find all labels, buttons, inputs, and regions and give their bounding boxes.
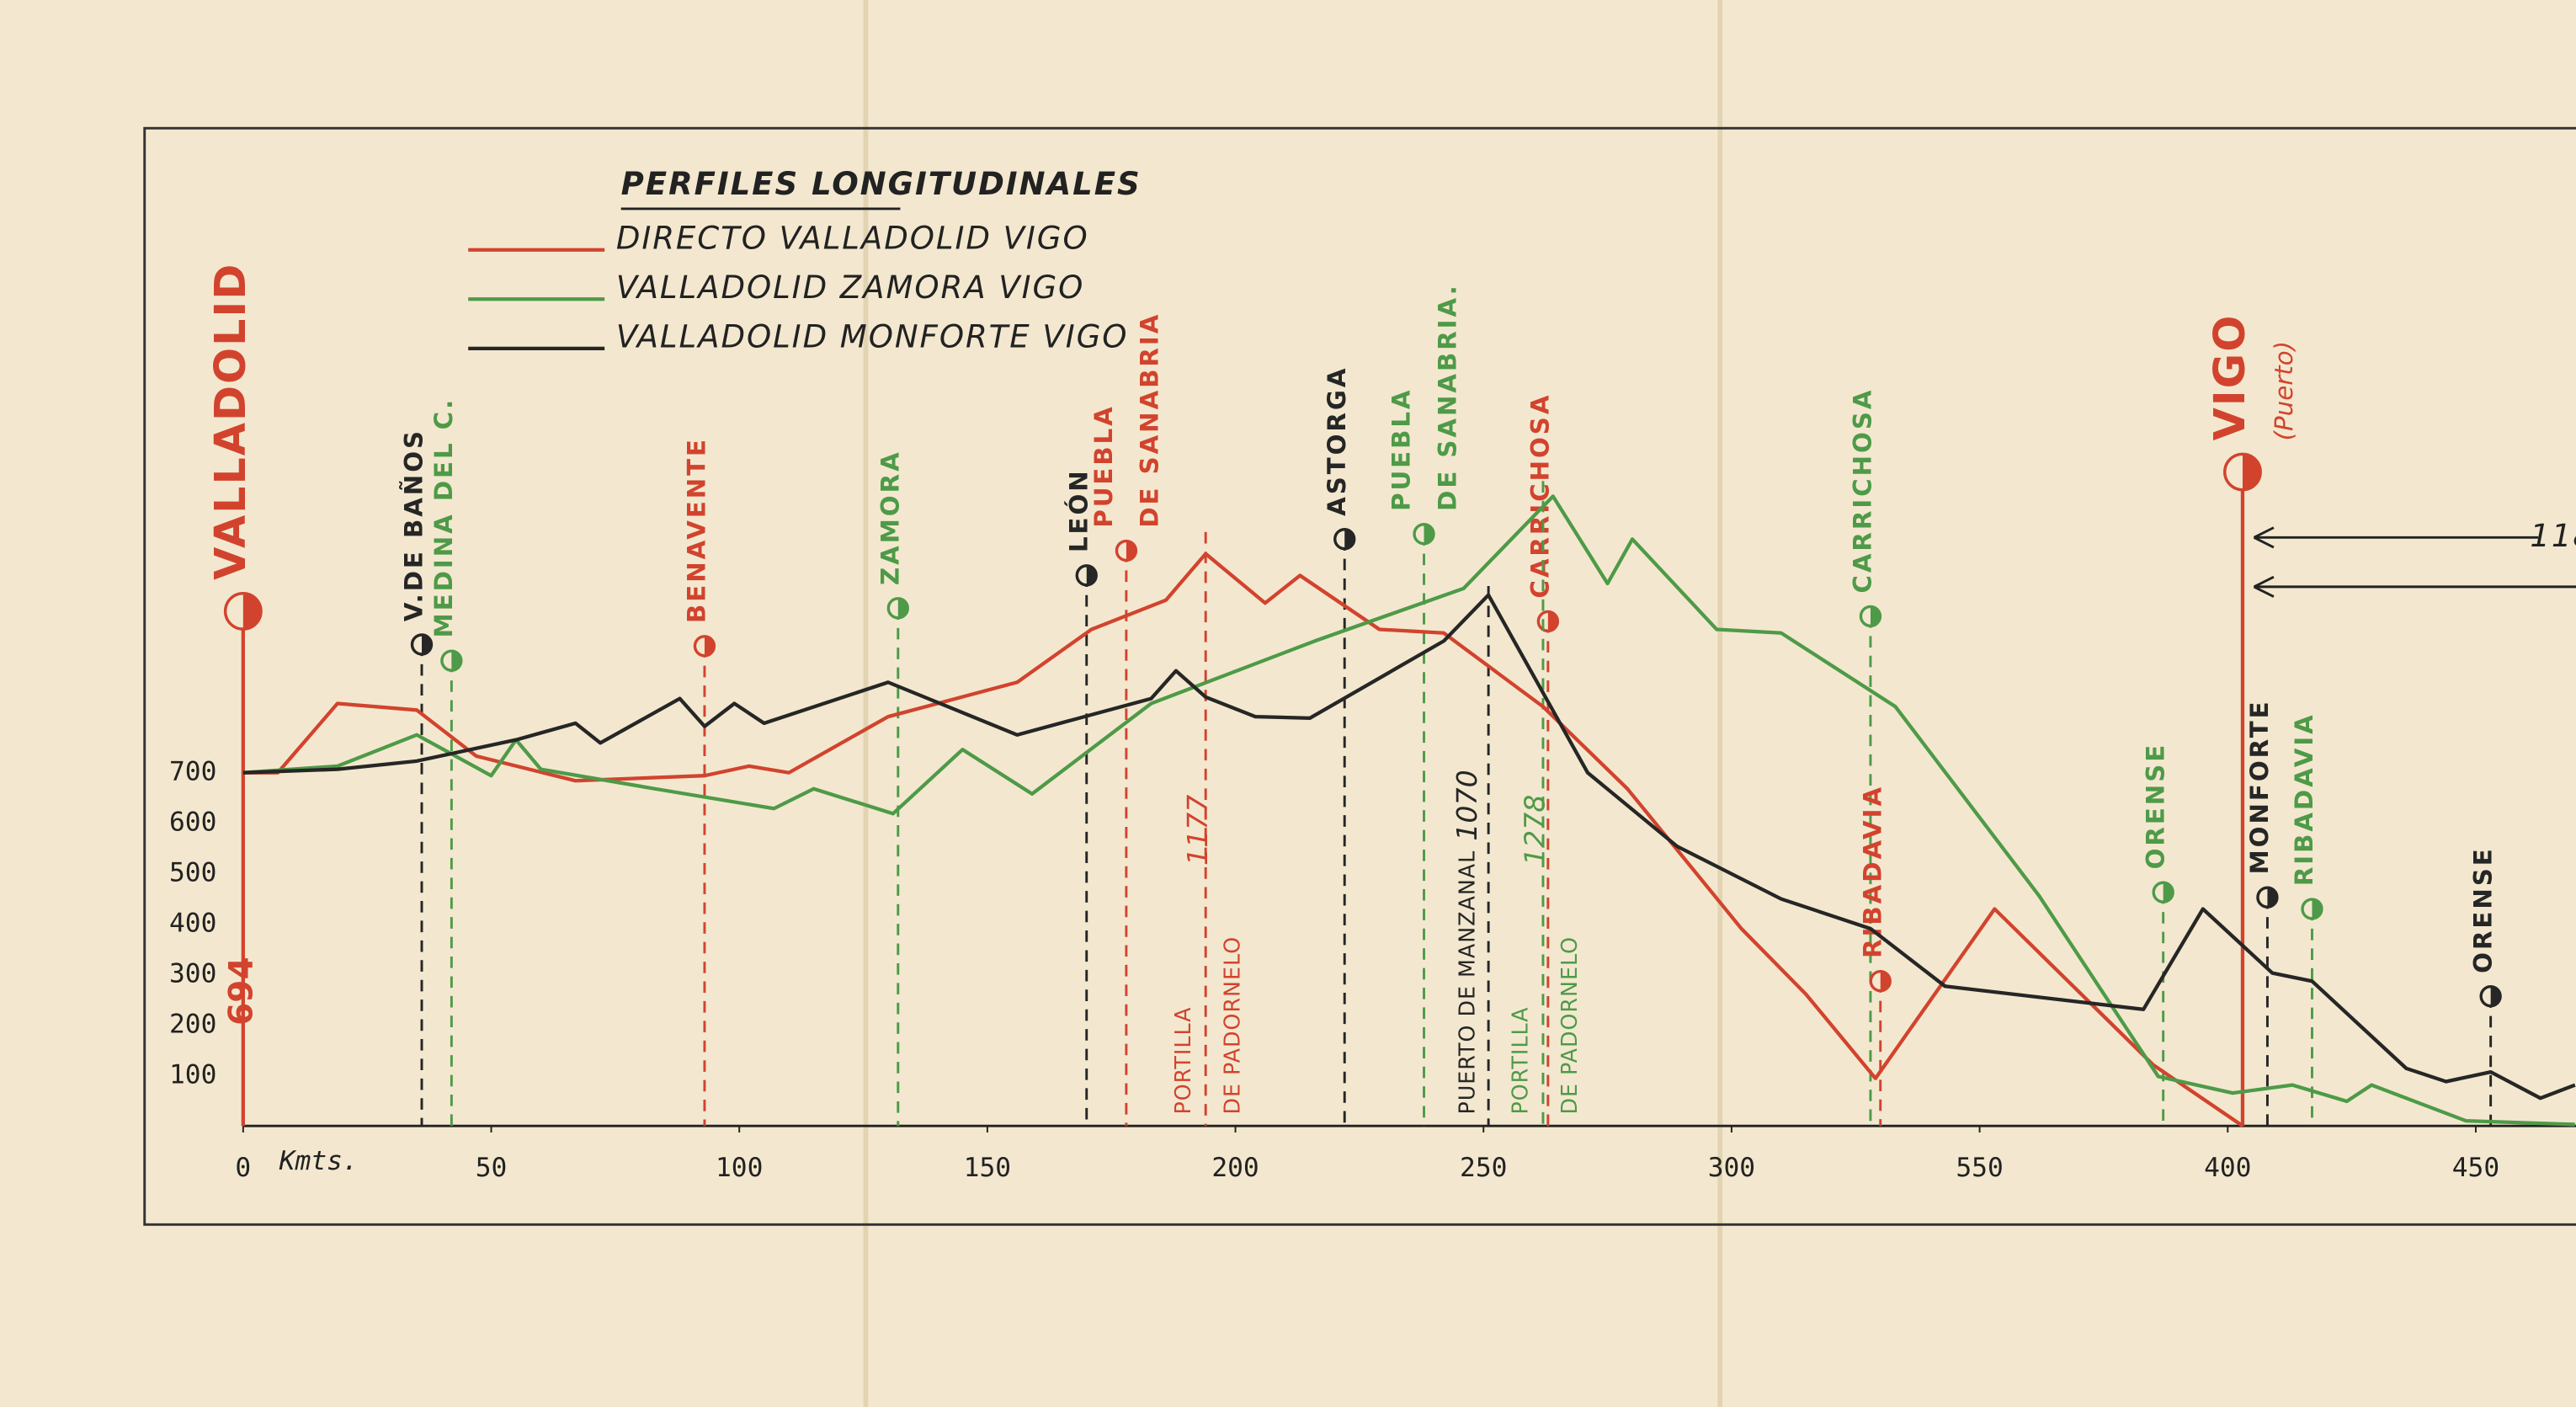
station-label: (Puerto) (2270, 341, 2298, 440)
station-label: ASTORGA (1323, 366, 1351, 516)
station-label: MEDINA DEL C. (429, 397, 458, 637)
marker-highlight (2226, 455, 2243, 489)
side-note: 118 (2530, 518, 2576, 554)
y-tick-label: 200 (169, 1009, 216, 1039)
summit-elevation: 1070 (1450, 770, 1483, 840)
marker-highlight (1336, 530, 1345, 547)
marker-highlight (2259, 888, 2268, 906)
y-tick-label: 400 (169, 908, 216, 938)
summit-elevation: 1177 (1181, 795, 1214, 866)
marker-highlight (443, 652, 452, 669)
station-label: PUEBLA (1387, 387, 1416, 510)
station-label: LEÓN (1062, 468, 1093, 552)
x-tick-label: 550 (1956, 1153, 2003, 1183)
station-label: VIGO (2205, 314, 2254, 441)
x-tick-label: 100 (716, 1153, 763, 1183)
marker-highlight (2482, 988, 2491, 1005)
y-tick-label: 300 (169, 958, 216, 989)
station-label: CARRICHOSA (1849, 388, 1877, 594)
station-label: ORENSE (2468, 846, 2497, 973)
marker-highlight (696, 637, 705, 655)
x-tick-label: 0 (235, 1153, 251, 1183)
marker-highlight (2303, 900, 2313, 918)
marker-highlight (1862, 608, 1871, 625)
marker-highlight (413, 636, 422, 653)
legend-label: DIRECTO VALLADOLID VIGO (616, 221, 1089, 257)
profile-line (242, 593, 2576, 1101)
station-label: V.DE BAÑOS (398, 429, 428, 621)
marker-highlight (1078, 567, 1087, 584)
summit-label: PUERTO DE MANZANAL (1455, 850, 1480, 1115)
marker-highlight (226, 594, 243, 628)
y-tick-label: 100 (169, 1059, 216, 1090)
marker-highlight (1871, 973, 1881, 989)
x-tick-label: 400 (2204, 1153, 2251, 1183)
station-label: MONFORTE (2245, 699, 2274, 874)
station-label: DE SANABRIA (1136, 312, 1164, 528)
x-tick-label: 300 (1708, 1153, 1755, 1183)
summit-label: PORTILLA (1170, 1007, 1195, 1115)
x-tick-label: 200 (1211, 1153, 1259, 1183)
x-tick-label: 450 (2452, 1153, 2499, 1183)
legend-label: VALLADOLID MONFORTE VIGO (616, 319, 1129, 355)
station-label: RIBADAVIA (2290, 712, 2318, 886)
station-label: DE SANABRIA. (1433, 283, 1461, 511)
station-label: VALLADOLID (205, 263, 255, 580)
x-tick-label: 50 (476, 1153, 508, 1183)
x-axis-label: Kmts. (279, 1146, 359, 1176)
marker-highlight (890, 600, 898, 617)
marker-highlight (1415, 525, 1424, 542)
station-label: PUEBLA (1089, 404, 1118, 527)
summit-label: PORTILLA (1508, 1007, 1533, 1115)
profile-line (242, 494, 2575, 1127)
marker-highlight (2154, 883, 2164, 901)
x-tick-label: 150 (964, 1153, 1011, 1183)
legend-label: VALLADOLID ZAMORA VIGO (616, 269, 1084, 306)
legend-title: PERFILES LONGITUDINALES (621, 166, 1142, 202)
profile-line (242, 552, 2244, 1127)
station-elevation: 694 (222, 957, 260, 1025)
summit-label: DE PADORNELO (1557, 936, 1582, 1115)
y-tick-label: 600 (169, 807, 216, 838)
x-tick-label: 250 (1460, 1153, 1507, 1183)
station-label: BENAVENTE (683, 437, 711, 623)
summit-elevation: 1278 (1519, 795, 1551, 866)
y-tick-label: 700 (169, 757, 216, 787)
station-label: ZAMORA (876, 450, 904, 585)
marker-highlight (1118, 542, 1126, 559)
y-tick-label: 500 (169, 858, 216, 888)
frame (143, 126, 2576, 1226)
station-label: ORENSE (2141, 743, 2169, 870)
summit-label: DE PADORNELO (1219, 936, 1244, 1115)
arrow-head (2253, 575, 2275, 598)
arrow-head (2253, 526, 2275, 549)
station-label: CARRICHOSA (1526, 393, 1555, 599)
